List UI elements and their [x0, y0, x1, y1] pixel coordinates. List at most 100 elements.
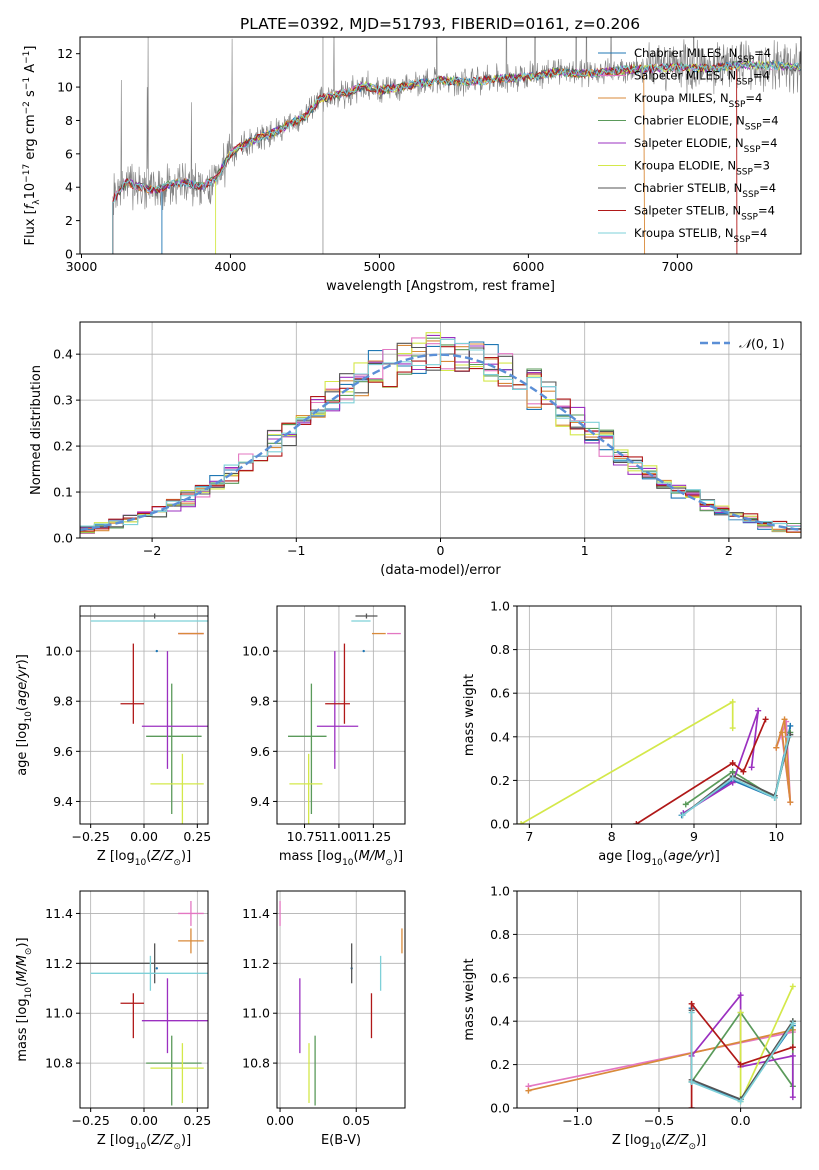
weight-line-kroupa-stelib — [690, 1012, 794, 1103]
x-tick-label: 4000 — [215, 259, 247, 274]
panel-mass-vs-Z: −0.25 0.00 0.25 10.8 11.0 11.2 11.4 Z [log10(Z/… — [15, 890, 211, 1152]
plot-area — [277, 891, 405, 1108]
y-tick-label: 10.0 — [242, 644, 270, 659]
legend-label: Salpeter ELODIE, NSSP=4 — [634, 136, 777, 155]
x-axis-label: wavelength [Angstrom, rest frame] — [326, 279, 555, 294]
data-layer — [518, 698, 794, 824]
y-tick-label: 0.4 — [53, 347, 73, 362]
y-tick-label: 1.0 — [490, 599, 510, 614]
x-tick-label: 5000 — [364, 259, 396, 274]
y-axis-label: mass weight — [462, 674, 477, 756]
plot-area — [277, 606, 405, 824]
x-tick-label: −1 — [287, 543, 305, 558]
data-layer — [288, 613, 401, 824]
data-layer — [80, 900, 208, 1106]
x-tick-label: 2 — [725, 543, 733, 558]
y-tick-label: 0 — [65, 247, 73, 262]
y-tick-label: 0.1 — [53, 485, 73, 500]
model-line-kroupa-stelib — [112, 61, 801, 254]
y-tick-label: 0.2 — [490, 1057, 510, 1072]
panel-massweight-vs-Z: −1.0 −0.5 0.0 0.0 0.2 0.4 0.6 0.8 1.0 Z [log10(Z/… — [462, 884, 802, 1152]
legend-label: Kroupa ELODIE, NSSP=3 — [634, 159, 770, 178]
x-tick-label: 0.00 — [130, 1113, 158, 1128]
axes-frame — [516, 605, 802, 825]
axes-frame — [276, 890, 406, 1109]
y-tick-label: 0.4 — [490, 1014, 510, 1029]
x-tick-label: −2 — [143, 543, 161, 558]
weight-line-kroupa-elodie — [520, 700, 734, 824]
data-layer — [80, 332, 801, 535]
y-axis-label: mass [log10(M/M⊙)] — [15, 937, 34, 1061]
x-tick-label: 3000 — [66, 259, 98, 274]
axes-layer: 7 8 9 10 0.0 0.2 0.4 0.6 0.8 1.0 age [log10(age/yr… — [462, 599, 802, 868]
x-tick-label: 0.00 — [266, 1113, 294, 1128]
y-tick-label: 6 — [65, 146, 73, 161]
legend-label: 𝒩(0, 1) — [739, 336, 785, 351]
y-axis-label: Flux [fλ10−17 erg cm−2 s−1 A−1] — [22, 46, 42, 246]
y-tick-label: 11.4 — [242, 906, 270, 921]
panel-spectrum: 3000 4000 5000 6000 7000 0 2 4 6 8 10 12 wavelength … — [22, 36, 802, 294]
y-tick-label: 0.3 — [53, 393, 73, 408]
y-tick-label: 9.6 — [250, 744, 270, 759]
data-point — [362, 649, 365, 653]
y-tick-label: 9.8 — [53, 694, 73, 709]
y-tick-label: 11.0 — [242, 1006, 270, 1021]
x-tick-label: 0.25 — [183, 1113, 211, 1128]
data-marker — [633, 821, 640, 824]
legend-label: Salpeter MILES, NSSP=4 — [634, 69, 770, 88]
data-point — [155, 967, 158, 970]
plots-layer: 3000 4000 5000 6000 7000024681012wavelength … — [15, 36, 802, 1152]
y-axis-label: Normed distribution — [29, 365, 44, 495]
legend-label: Kroupa MILES, NSSP=4 — [634, 91, 762, 110]
weight-line-salpeter-stelib — [635, 719, 767, 824]
y-tick-label: 0.6 — [490, 970, 510, 985]
x-tick-label: 7 — [525, 829, 533, 844]
y-tick-label: 0.6 — [490, 686, 510, 701]
data-marker — [518, 821, 525, 824]
legend-label: Chabrier ELODIE, NSSP=4 — [634, 114, 779, 133]
spectrum-data-line — [112, 37, 801, 216]
y-tick-label: 11.0 — [45, 1006, 73, 1021]
x-tick-label: −0.5 — [644, 1113, 674, 1128]
data-layer — [525, 983, 796, 1108]
normal-curve-line — [80, 353, 801, 532]
y-tick-label: 0.8 — [490, 642, 510, 657]
x-tick-label: 0.00 — [130, 829, 158, 844]
y-tick-label: 10 — [57, 80, 73, 95]
y-tick-label: 10.8 — [242, 1056, 270, 1071]
weight-line-salpeter-miles — [528, 1031, 793, 1088]
legend-label: Chabrier MILES, NSSP=4 — [634, 46, 771, 65]
x-axis-label: (data-model)/error — [380, 563, 501, 578]
x-tick-label: 11.25 — [355, 829, 391, 844]
y-tick-label: 1.0 — [490, 884, 510, 899]
axes-layer: −1.0 −0.5 0.0 0.0 0.2 0.4 0.6 0.8 1.0 Z [log10(Z/… — [462, 884, 802, 1152]
data-marker — [789, 1020, 796, 1027]
panel-massweight-vs-age: 7 8 9 10 0.0 0.2 0.4 0.6 0.8 1.0 age [log10(age/yr… — [462, 599, 802, 868]
weight-line-salpeter-elodie — [682, 710, 760, 814]
y-tick-label: 8 — [65, 113, 73, 128]
x-tick-label: 8 — [608, 829, 616, 844]
x-tick-label: 1 — [581, 543, 589, 558]
panel-mass-vs-EBV: 0.00 0.05 10.8 11.0 11.2 11.4 E(B-V) — [242, 890, 406, 1148]
axes-layer: −2 −1 0 1 2 0.0 0.1 0.2 0.3 0.4 (data-model)/error… — [29, 321, 802, 578]
x-axis-label: Z [log10(Z/Z⊙)] — [97, 1133, 191, 1152]
data-marker — [789, 983, 796, 990]
x-tick-label: 10.75 — [287, 829, 323, 844]
x-tick-label: 0.25 — [183, 829, 211, 844]
y-tick-label: 2 — [65, 213, 73, 228]
y-axis-label: mass weight — [462, 958, 477, 1040]
x-tick-label: 0 — [437, 543, 445, 558]
x-axis-label: mass [log10(M/M⊙)] — [279, 849, 403, 868]
y-tick-label: 10.0 — [45, 644, 73, 659]
y-tick-label: 11.2 — [242, 956, 270, 971]
weight-line-kroupa-miles — [775, 719, 792, 803]
x-tick-label: 6000 — [512, 259, 544, 274]
y-tick-label: 4 — [65, 180, 73, 195]
model-line-chabrier-stelib — [112, 60, 801, 254]
y-tick-label: 0.2 — [490, 773, 510, 788]
x-tick-label: 7000 — [661, 259, 693, 274]
panel-age-vs-Z: −0.25 0.00 0.25 9.4 9.6 9.8 10.0 Z [log10(Z/Z⊙)… — [15, 605, 211, 868]
y-tick-label: 0.0 — [490, 1101, 510, 1116]
